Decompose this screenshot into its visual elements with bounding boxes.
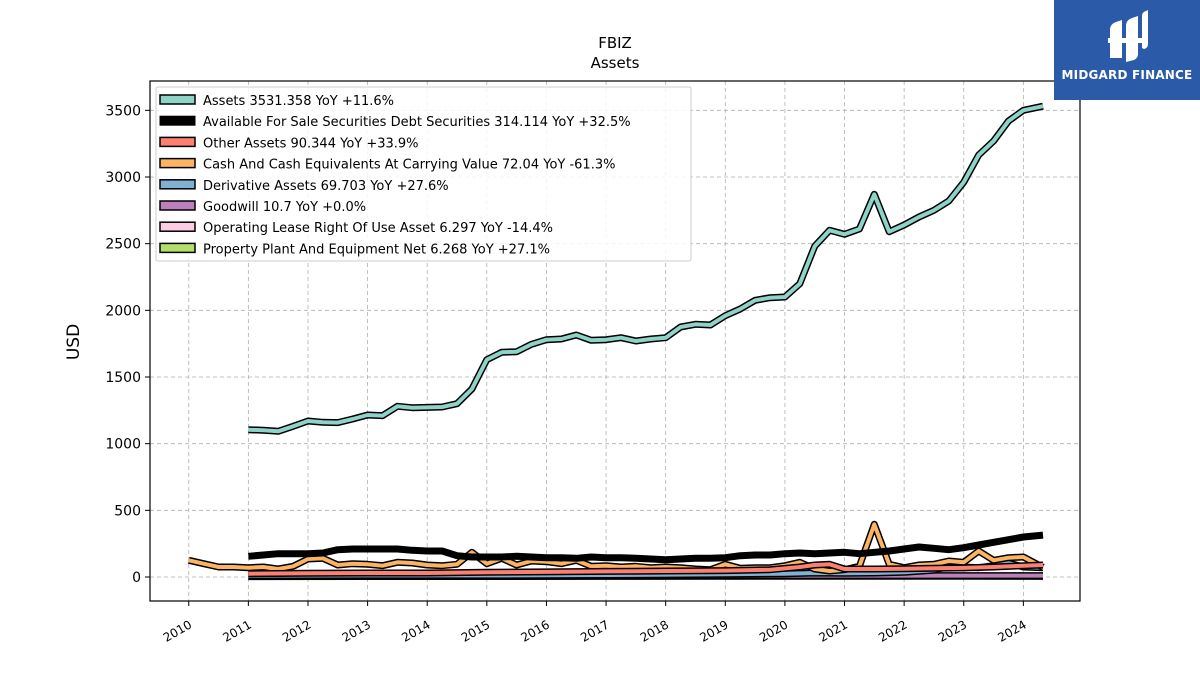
x-tick-label: 2014 <box>399 617 432 644</box>
legend-swatch <box>159 242 196 254</box>
legend-swatch <box>159 157 196 169</box>
legend-box <box>155 86 692 262</box>
y-tick-label: 2000 <box>105 303 141 319</box>
midgard-finance-logo: MIDGARD FINANCE <box>1054 0 1200 100</box>
legend-label: Other Assets 90.344 YoY +33.9% <box>203 136 419 151</box>
legend-swatch <box>159 94 196 105</box>
legend-label: Assets 3531.358 YoY +11.6% <box>203 94 394 109</box>
series-line <box>248 562 1044 576</box>
x-tick-label: 2020 <box>757 617 790 644</box>
y-tick-label: 2500 <box>105 237 141 253</box>
legend-label: Goodwill 10.7 YoY +0.0% <box>203 200 366 215</box>
x-tick-label: 2012 <box>280 617 313 644</box>
x-tick-label: 2024 <box>995 617 1028 644</box>
x-tick-label: 2015 <box>459 617 492 644</box>
series-line <box>248 531 1044 564</box>
x-tick-label: 2022 <box>876 617 909 644</box>
logo-text: MIDGARD FINANCE <box>1061 68 1193 82</box>
legend-label: Cash And Cash Equivalents At Carrying Va… <box>203 158 615 173</box>
x-tick-label: 2010 <box>161 617 194 644</box>
y-tick-label: 1000 <box>105 437 141 453</box>
x-tick-label: 2011 <box>220 617 253 644</box>
legend-label: Available For Sale Securities Debt Secur… <box>203 115 631 130</box>
midgard-logo-icon <box>1108 10 1148 62</box>
y-tick-label: 3500 <box>105 103 141 119</box>
y-tick-label: 0 <box>132 570 141 586</box>
legend-swatch <box>159 221 196 232</box>
legend-swatch <box>159 200 196 211</box>
y-tick-label: 500 <box>114 503 141 519</box>
y-tick-label: 1500 <box>105 370 141 386</box>
legend-swatch <box>159 115 196 126</box>
x-tick-label: 2019 <box>697 617 730 644</box>
series-lines <box>188 102 1045 581</box>
chart-title: FBIZ <box>598 34 632 52</box>
chart-subtitle: Assets <box>591 54 640 72</box>
x-tick-label: 2023 <box>936 617 969 644</box>
y-axis-label: USD <box>64 324 84 360</box>
series-line <box>248 104 1044 434</box>
y-tick-label: 3000 <box>105 170 141 186</box>
plot-frame <box>149 80 1081 602</box>
legend-label: Operating Lease Right Of Use Asset 6.297… <box>203 221 553 236</box>
x-tick-label: 2018 <box>638 617 671 644</box>
legend-swatch <box>159 136 196 148</box>
legend-label: Derivative Assets 69.703 YoY +27.6% <box>203 179 449 194</box>
legend: Assets 3531.358 YoY +11.6% Available For … <box>155 86 692 262</box>
x-tick-label: 2021 <box>817 617 850 644</box>
x-tick-label: 2013 <box>340 617 373 644</box>
legend-label: Property Plant And Equipment Net 6.268 Y… <box>203 242 550 257</box>
legend-swatch <box>159 179 196 190</box>
x-tick-label: 2016 <box>518 617 551 644</box>
x-tick-label: 2017 <box>578 617 611 644</box>
